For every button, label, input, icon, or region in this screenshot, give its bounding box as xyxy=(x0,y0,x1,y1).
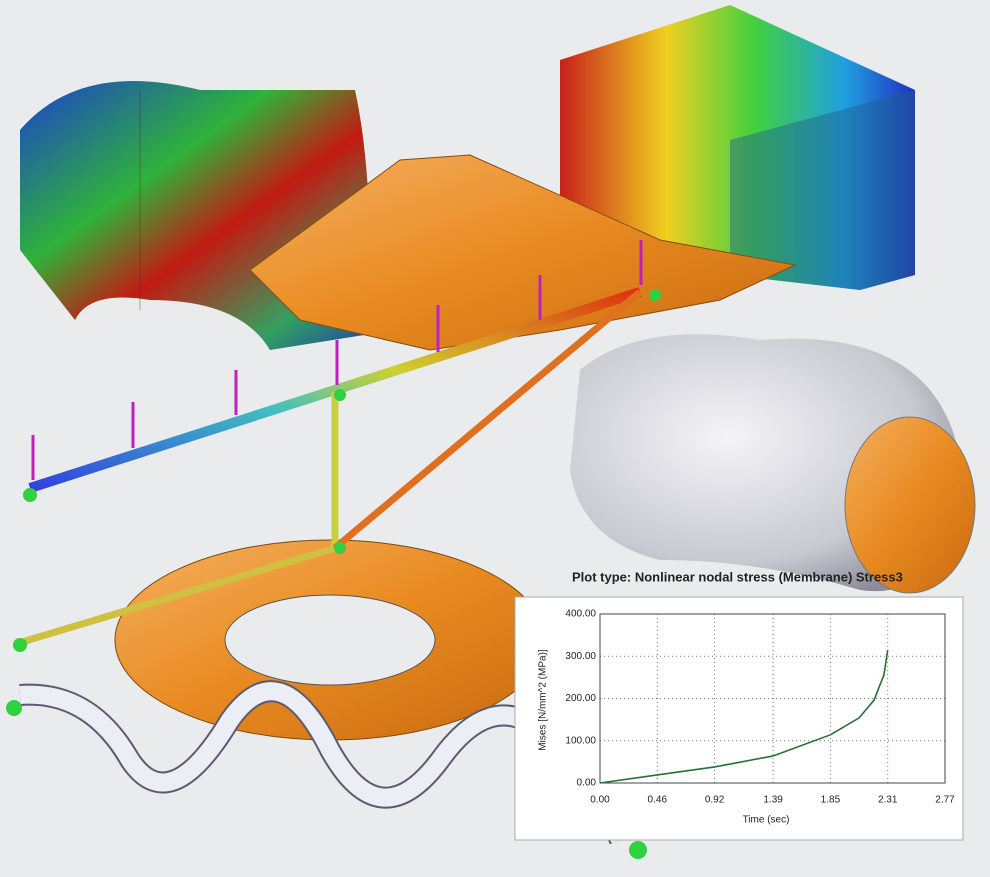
y-axis-label: Mises [N/mm^2 (MPa)] xyxy=(538,649,549,751)
plot-caption: Plot type: Nonlinear nodal stress (Membr… xyxy=(572,569,903,584)
x-tick-label: 1.39 xyxy=(763,795,783,806)
illustration xyxy=(6,5,976,859)
plot-frame xyxy=(514,596,964,841)
x-tick-label: 0.00 xyxy=(590,795,610,806)
y-tick-label: 100.00 xyxy=(565,735,596,746)
data-line xyxy=(599,649,889,784)
x-axis-label: Time (sec) xyxy=(743,815,790,826)
x-tick-label: 0.46 xyxy=(648,795,668,806)
y-tick-label: 300.00 xyxy=(565,651,596,662)
plot-area xyxy=(599,613,946,784)
x-tick-label: 1.85 xyxy=(821,795,841,806)
x-tick-label: 0.92 xyxy=(705,795,725,806)
y-tick-label: 400.00 xyxy=(565,609,596,620)
y-tick-label: 0.00 xyxy=(577,778,597,789)
x-tick-label: 2.77 xyxy=(935,795,955,806)
x-tick-label: 2.31 xyxy=(878,795,898,806)
y-tick-label: 200.00 xyxy=(565,693,596,704)
